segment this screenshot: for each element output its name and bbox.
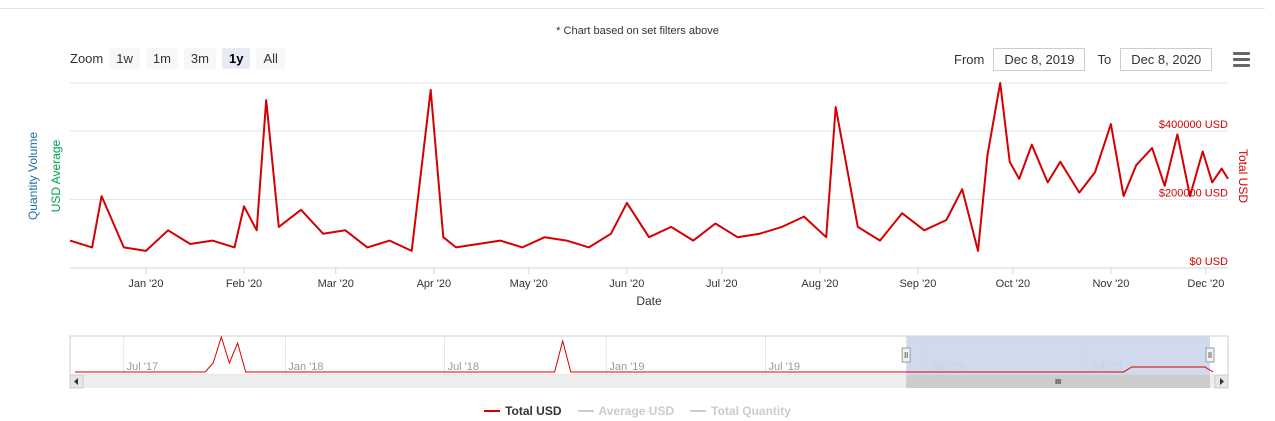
legend-label-average-usd: Average USD [598,404,675,418]
navigator-selected-range [906,336,1210,375]
zoom-label: Zoom [70,51,104,66]
zoom-1y-button[interactable]: 1y [221,48,251,69]
legend-label-total-quantity: Total Quantity [711,404,791,418]
y-tick-label: $400000 USD [1159,119,1228,131]
legend-item-total-usd[interactable]: Total USD [484,404,562,418]
legend-swatch-total-usd [484,410,501,412]
x-tick-label: Sep '20 [899,278,936,290]
top-divider [0,8,1265,9]
x-tick-label: Jun '20 [609,278,644,290]
legend-swatch-average-usd [577,410,594,412]
x-tick-label: Aug '20 [801,278,838,290]
zoom-all-button[interactable]: All [256,48,285,69]
date-range: From Dec 8, 2019 To Dec 8, 2020 [954,48,1213,71]
to-label: To [1097,52,1112,67]
legend-swatch-total-quantity [690,410,707,412]
to-date-input[interactable]: Dec 8, 2020 [1120,48,1213,71]
from-date-input[interactable]: Dec 8, 2019 [993,48,1086,71]
x-axis-title: Date [636,294,662,308]
x-tick-label: Jan '20 [128,278,163,290]
navigator-series-line [75,335,1214,373]
x-tick-label: Jul '20 [706,278,737,290]
scroll-left-arrow-icon [74,378,78,385]
y-axis-title-quantity: Quantity Volume [26,132,40,220]
x-tick-label: Feb '20 [226,278,262,290]
navigator-tick-label: Jul '19 [769,361,800,373]
navigator-tick-label: Jul '18 [448,361,479,373]
zoom-1w-button[interactable]: 1w [109,48,140,69]
hamburger-menu-icon[interactable] [1233,52,1250,67]
legend-item-total-quantity[interactable]: Total Quantity [690,404,791,418]
x-tick-label: Mar '20 [318,278,354,290]
legend: Total USD Average USD Total Quantity [0,404,1275,418]
navigator-tick-label: Jan '19 [609,361,644,373]
y-tick-label: $0 USD [1189,256,1228,268]
y-axis-title-total-usd: Total USD [1236,149,1250,203]
chart-note: * Chart based on set filters above [556,25,719,37]
navigator-tick-label: Jul '17 [127,361,158,373]
navigator-tick-label: Jan '18 [288,361,323,373]
zoom-1m-button[interactable]: 1m [145,48,178,69]
from-label: From [954,52,985,67]
series-line-total-usd [69,82,1229,252]
y-tick-label: $200000 USD [1159,187,1228,199]
navigator-handle [1205,347,1215,363]
x-tick-label: Oct '20 [996,278,1031,290]
legend-label-total-usd: Total USD [505,404,562,418]
x-tick-label: May '20 [510,278,548,290]
navigator-handle [901,347,911,363]
zoom-3m-button[interactable]: 3m [183,48,216,69]
legend-item-average-usd[interactable]: Average USD [577,404,675,418]
x-tick-label: Apr '20 [417,278,452,290]
y-axis-title-usd-average: USD Average [49,139,63,212]
x-tick-label: Dec '20 [1187,278,1224,290]
zoom-controls: Zoom 1w 1m 3m 1y All [70,48,291,69]
x-tick-label: Nov '20 [1092,278,1129,290]
scroll-right-arrow-icon [1220,378,1224,385]
